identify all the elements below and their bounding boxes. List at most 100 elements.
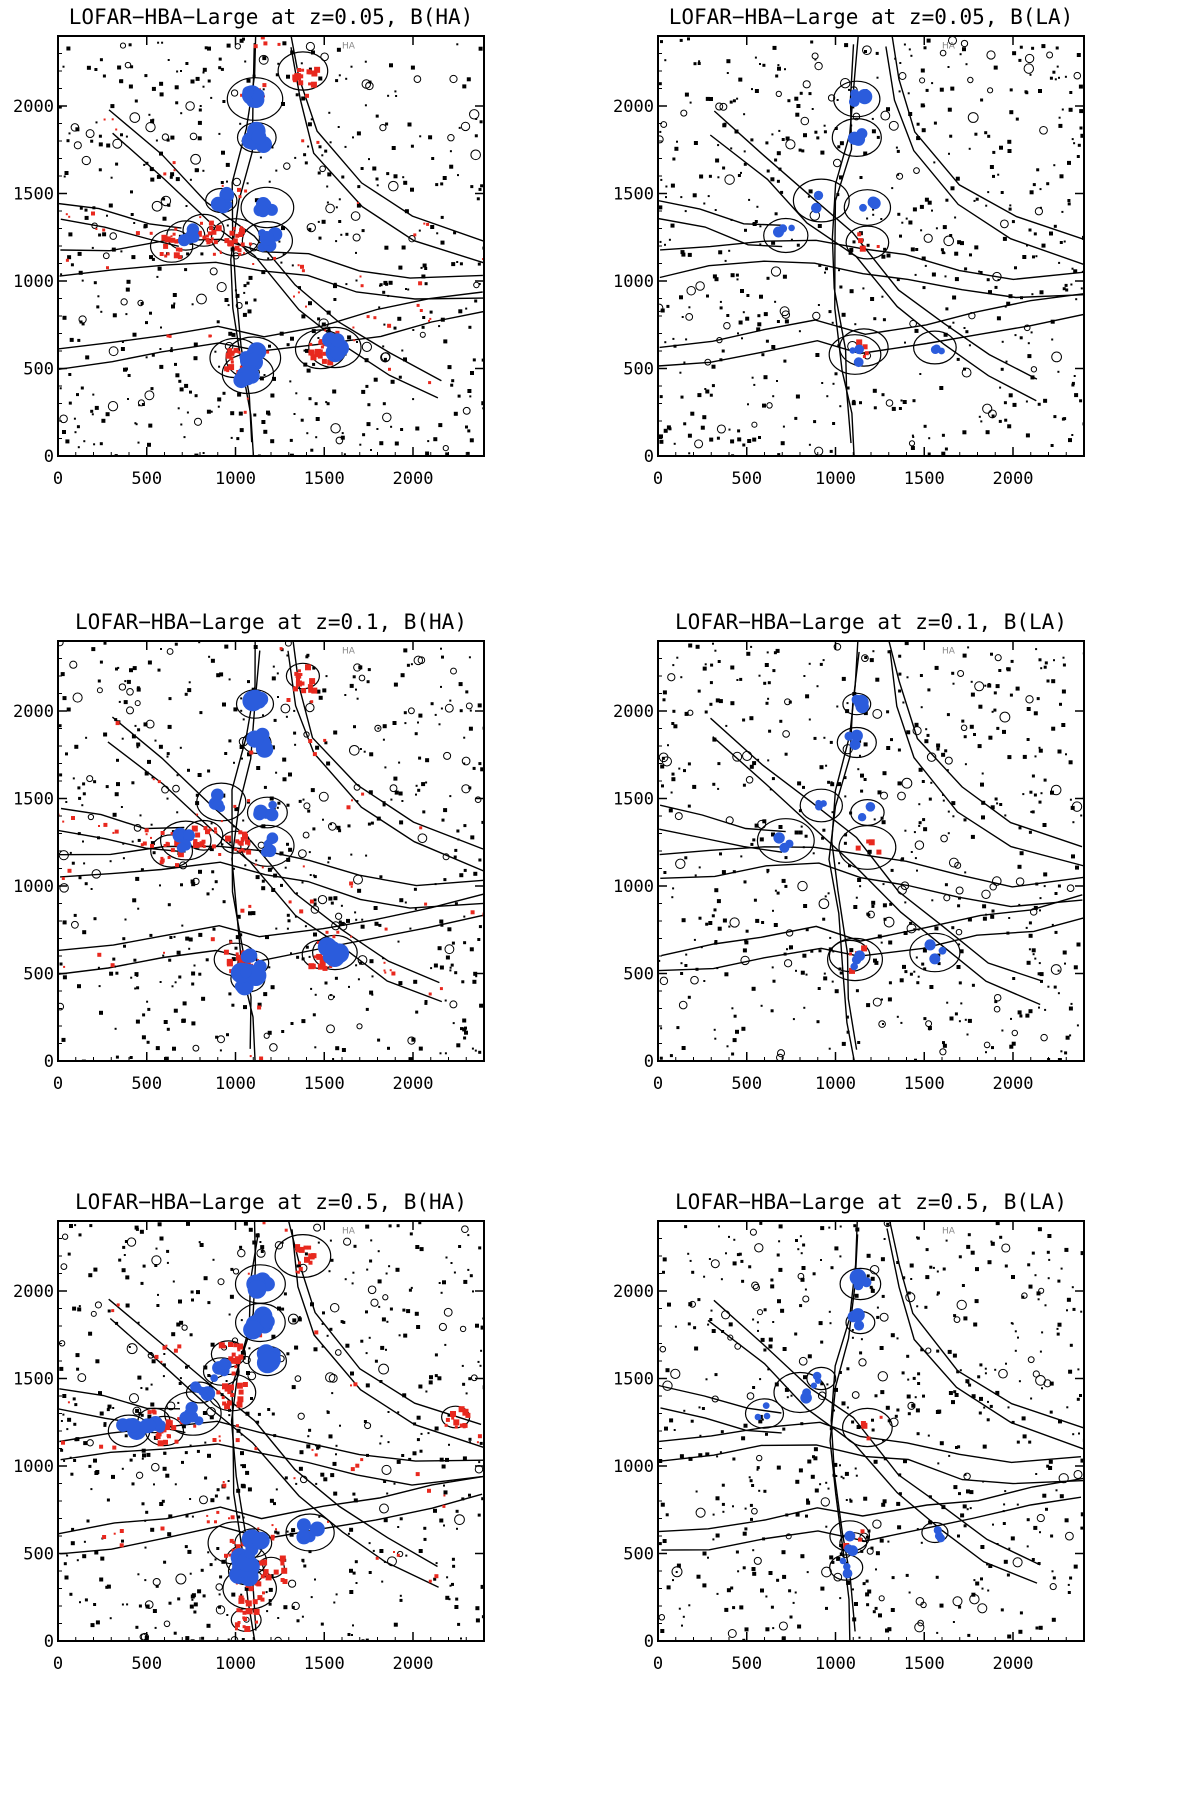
red-cell	[224, 1403, 231, 1410]
red-cell	[112, 1445, 117, 1450]
clump-contour	[845, 225, 890, 260]
field-cell	[455, 1597, 459, 1601]
field-cell	[115, 667, 118, 671]
filament-contour	[709, 134, 1037, 402]
field-cell	[902, 964, 906, 969]
field-cell	[851, 1329, 854, 1331]
field-cell	[782, 425, 785, 428]
field-cell	[931, 82, 934, 85]
field-cell	[948, 1454, 951, 1457]
field-cell	[378, 306, 381, 309]
field-cell	[1041, 1387, 1043, 1390]
field-cell	[743, 150, 746, 153]
red-cell	[297, 291, 300, 294]
field-cell	[189, 1498, 192, 1500]
field-cell	[469, 1274, 473, 1278]
field-cell	[964, 871, 967, 874]
field-cell	[966, 1508, 969, 1511]
field-cell	[952, 1621, 955, 1623]
filament-contour	[713, 110, 1038, 380]
red-cell	[224, 1553, 228, 1558]
red-cell	[260, 36, 265, 40]
red-cell	[236, 1608, 241, 1613]
field-cell	[862, 287, 865, 290]
field-cell	[290, 1022, 294, 1025]
field-cell	[872, 650, 875, 653]
field-speck	[878, 1595, 885, 1602]
field-cell	[253, 413, 257, 417]
red-cell	[477, 1434, 482, 1439]
field-speck	[734, 1343, 742, 1350]
field-cell	[66, 1428, 69, 1431]
field-cell	[1037, 1562, 1041, 1565]
field-cell	[59, 962, 63, 966]
field-cell	[679, 371, 682, 374]
field-cell	[470, 185, 474, 189]
blue-clump	[265, 838, 273, 847]
red-cell	[119, 1543, 124, 1548]
field-cell	[244, 60, 247, 63]
field-speck	[313, 1223, 322, 1232]
field-speck	[992, 876, 1002, 886]
field-speck	[797, 1272, 805, 1280]
field-cell	[798, 330, 801, 333]
field-cell	[1073, 269, 1078, 274]
red-cell	[220, 820, 223, 823]
field-cell	[813, 1447, 818, 1452]
field-cell	[1003, 1503, 1006, 1506]
field-cell	[439, 919, 444, 924]
red-cell	[246, 849, 252, 855]
field-cell	[671, 772, 675, 776]
field-cell	[766, 651, 769, 654]
field-cell	[295, 892, 298, 895]
field-cell	[388, 280, 393, 285]
field-cell	[303, 153, 307, 157]
field-speck	[956, 1299, 967, 1311]
field-cell	[157, 266, 162, 271]
field-speck	[73, 141, 82, 150]
field-cell	[1068, 760, 1073, 765]
field-cell	[335, 240, 338, 243]
field-cell	[453, 411, 458, 416]
field-cell	[445, 955, 450, 960]
field-cell	[763, 681, 767, 685]
field-cell	[140, 868, 144, 872]
field-cell	[352, 675, 356, 679]
field-cell	[693, 62, 697, 66]
field-cell	[451, 379, 455, 383]
field-cell	[676, 1026, 680, 1030]
field-cell	[838, 269, 840, 272]
field-speck	[866, 1547, 874, 1555]
field-cell	[777, 453, 781, 456]
field-cell	[768, 1337, 773, 1342]
field-cell	[308, 227, 312, 231]
field-cell	[416, 1415, 421, 1420]
red-cell	[384, 971, 387, 974]
blue-clump	[251, 1531, 270, 1550]
field-cell	[879, 1346, 884, 1350]
field-cell	[748, 198, 751, 201]
field-cell	[724, 1607, 729, 1612]
field-cell	[397, 940, 400, 943]
field-cell	[666, 304, 670, 308]
field-cell	[1051, 679, 1056, 684]
blue-clump	[810, 1382, 817, 1389]
field-cell	[124, 918, 127, 921]
field-speck	[216, 282, 227, 293]
field-cell	[316, 1446, 320, 1450]
field-cell	[936, 747, 940, 751]
field-cell	[768, 1344, 773, 1349]
field-cell	[901, 221, 904, 224]
field-cell	[728, 925, 731, 928]
field-cell	[230, 1267, 234, 1271]
field-cell	[970, 1250, 975, 1255]
field-cell	[222, 900, 226, 904]
field-speck	[660, 121, 668, 128]
field-cell	[1025, 926, 1028, 929]
field-cell	[699, 174, 704, 179]
field-speck	[374, 724, 382, 732]
field-speck	[91, 869, 102, 879]
field-cell	[358, 665, 363, 670]
field-cell	[658, 959, 661, 962]
red-cell	[245, 1608, 251, 1614]
